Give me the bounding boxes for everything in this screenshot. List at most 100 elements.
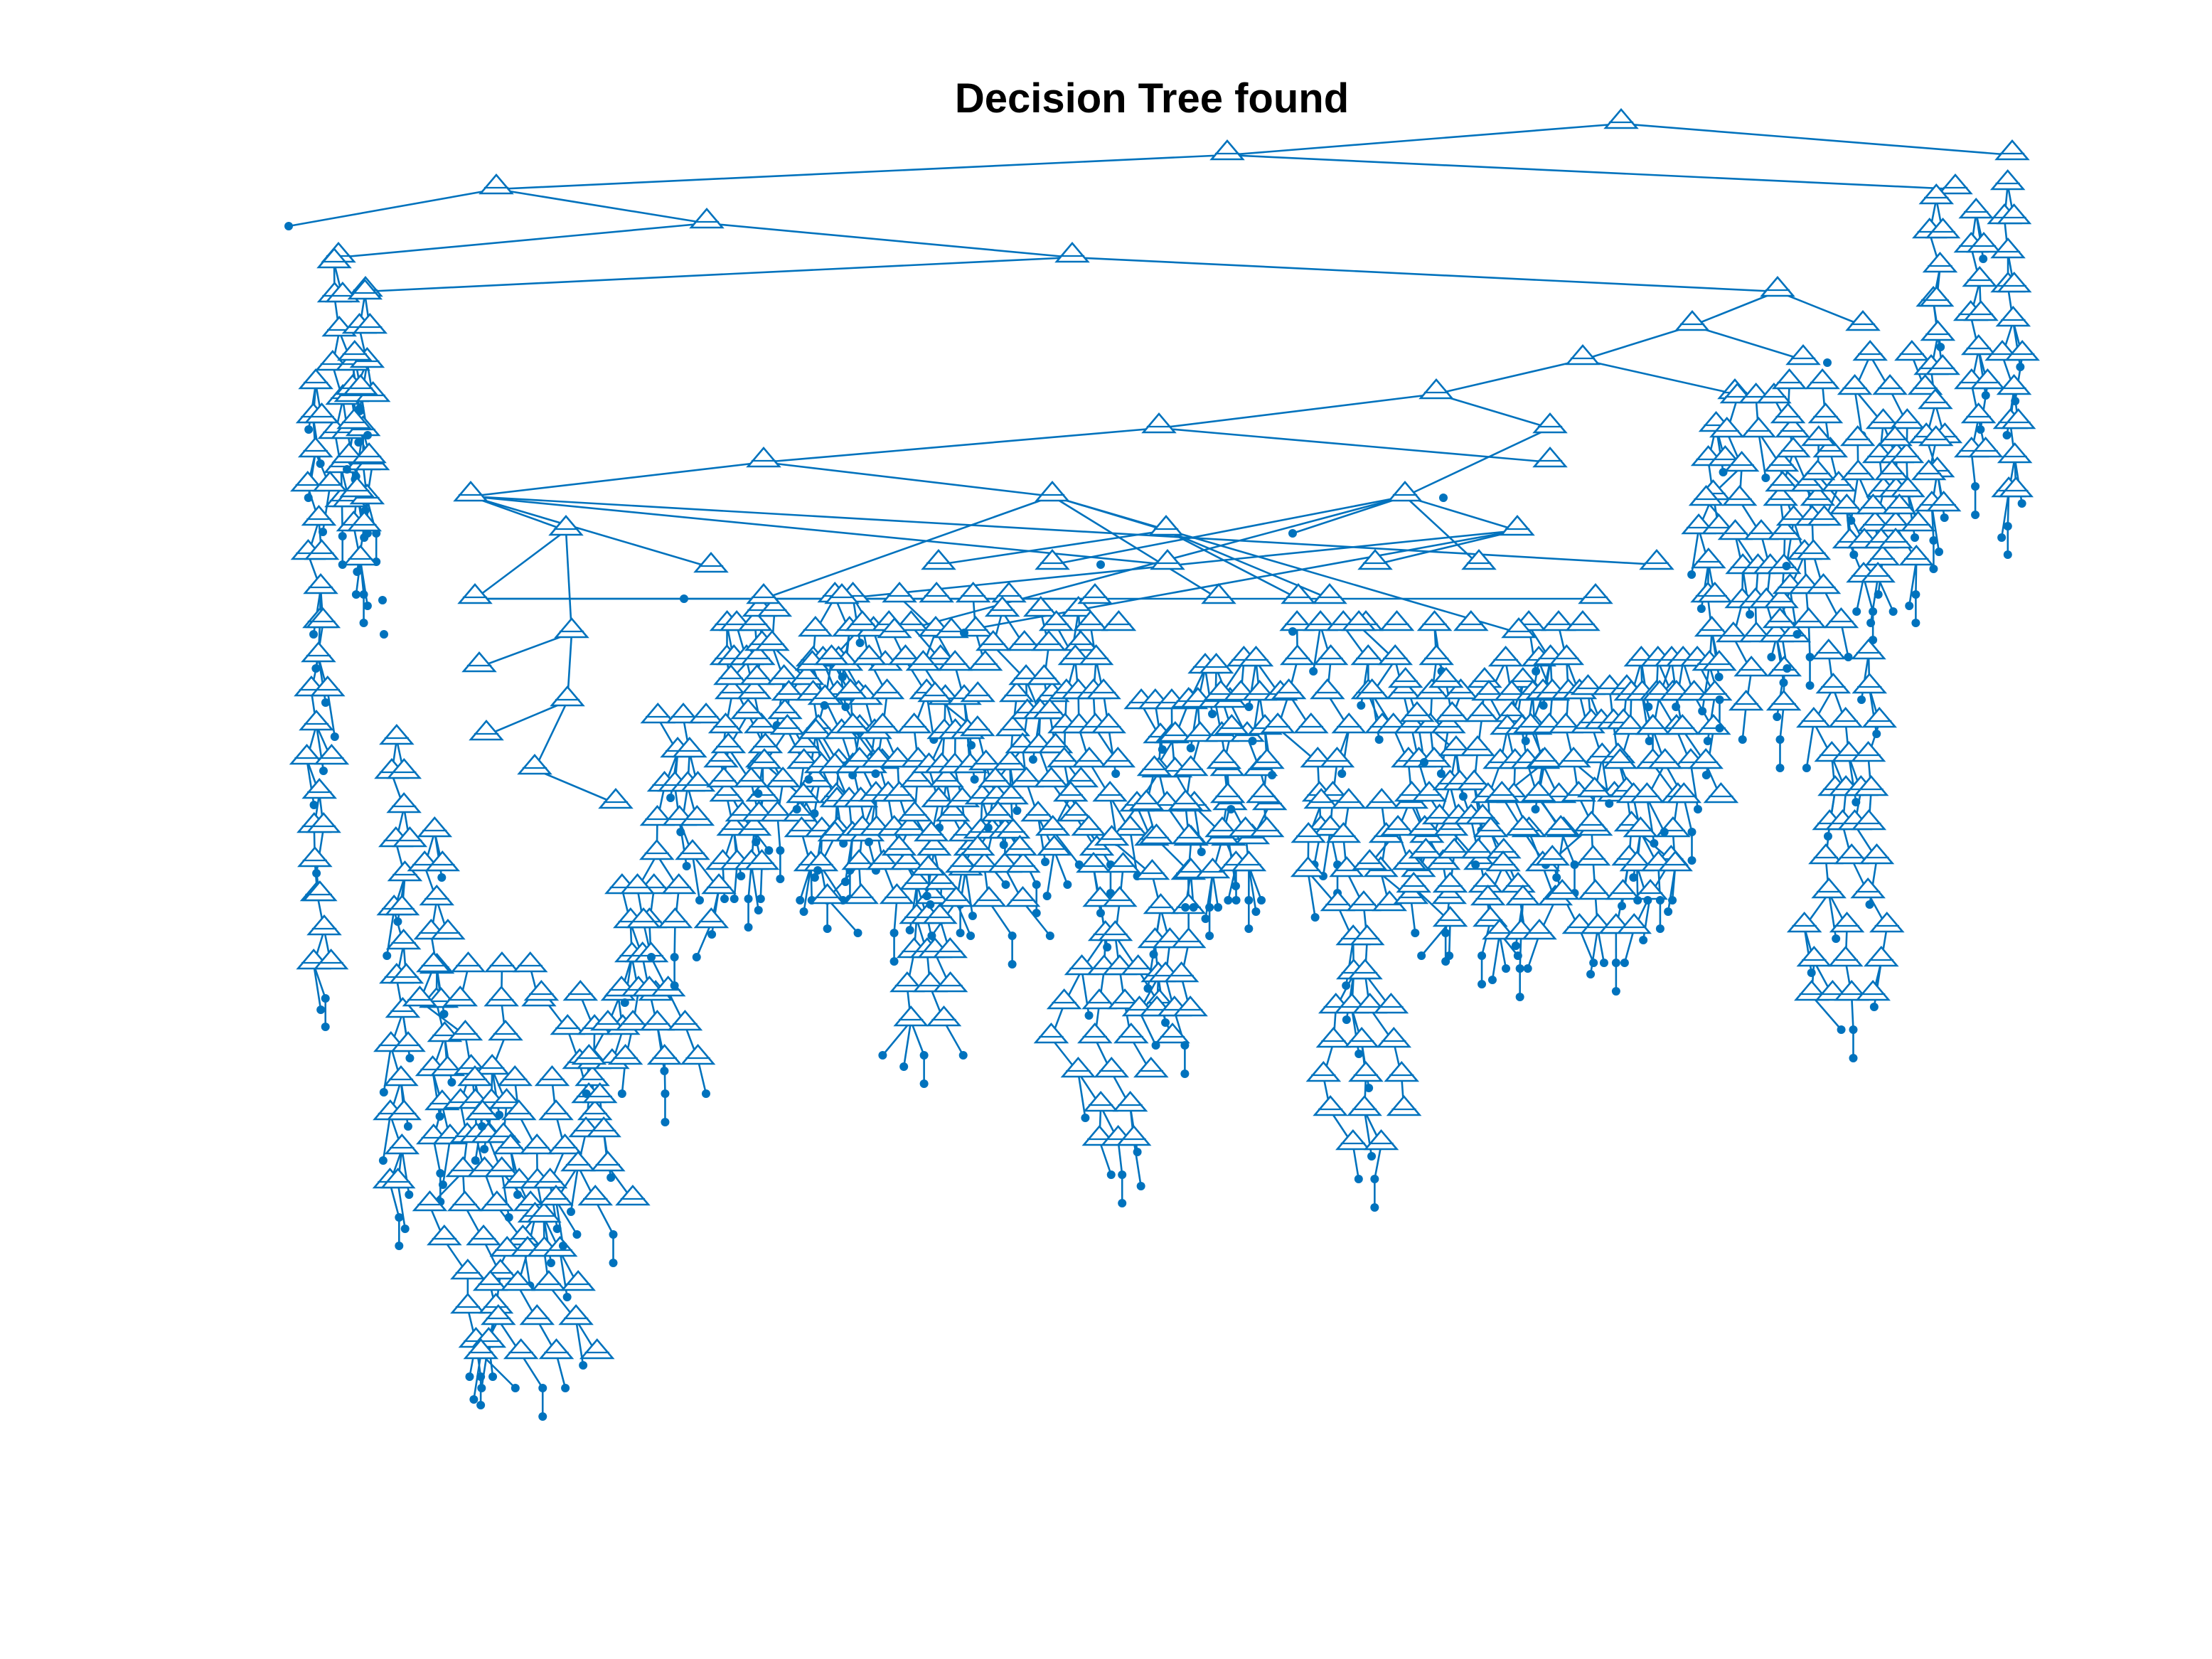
branch-node-triangle-icon [1391,848,1428,870]
branch-node-triangle-icon [1865,407,1901,430]
branch-node-triangle-icon [571,1043,607,1065]
leaf-node-dot-icon [1633,896,1642,905]
leaf-node-dot-icon [1857,695,1866,704]
leaf-node-dot-icon [1775,764,1785,772]
branch-node-triangle-icon [971,885,1007,907]
branch-node-triangle-icon [416,951,452,973]
branch-node-triangle-icon [526,1201,562,1223]
leaf-node-dot-icon [1761,474,1770,482]
branch-node-triangle-icon [639,804,675,826]
tree-edge [1623,928,1635,964]
branch-node-triangle-icon [1850,740,1886,762]
leaf-node-dot-icon [1118,1170,1127,1179]
leaf-node-dot-icon [1370,1175,1379,1183]
leaf-node-dot-icon [1084,1011,1094,1020]
leaf-node-dot-icon [1807,969,1816,977]
leaf-node-dot-icon [1103,943,1112,951]
branch-node-triangle-icon [968,749,1004,771]
branch-node-triangle-icon [1418,644,1454,666]
tree-edge [1582,358,1736,395]
branch-node-triangle-icon [481,1303,516,1325]
branch-node-triangle-icon [1635,713,1671,735]
branch-node-triangle-icon [1443,678,1479,700]
branch-node-triangle-icon [1172,995,1208,1017]
branch-node-triangle-icon [1805,572,1842,594]
leaf-node-dot-icon [562,1293,572,1301]
branch-node-triangle-icon [1347,958,1383,980]
leaf-node-dot-icon [1342,981,1351,990]
leaf-node-dot-icon [607,1173,616,1182]
leaf-node-dot-icon [469,1395,479,1404]
branch-node-triangle-icon [1811,877,1847,899]
branch-node-triangle-icon [1760,275,1795,297]
branch-node-triangle-icon [679,804,715,826]
leaf-node-dot-icon [1773,713,1782,721]
branch-node-triangle-icon [798,615,833,637]
branch-node-triangle-icon [351,442,387,464]
leaf-node-dot-icon [1719,468,1728,476]
leaf-node-dot-icon [338,560,347,569]
branch-node-triangle-icon [1800,459,1836,481]
leaf-node-dot-icon [776,846,785,855]
tree-edge [397,1183,407,1229]
branch-node-triangle-icon [1534,844,1571,866]
branch-node-triangle-icon [1888,442,1925,464]
tree-edge [1212,873,1219,908]
branch-node-triangle-icon [1666,782,1702,804]
branch-node-triangle-icon [739,663,775,686]
branch-node-triangle-icon [657,907,693,929]
leaf-node-dot-icon [1971,482,1980,491]
tree-edge [1322,830,1332,877]
branch-node-triangle-icon [1305,1060,1342,1082]
branch-node-triangle-icon [577,1184,614,1206]
branch-node-triangle-icon [1570,673,1606,695]
leaf-node-dot-icon [692,953,701,961]
branch-node-triangle-icon [1171,823,1207,845]
branch-node-triangle-icon [1331,712,1367,734]
branch-node-triangle-icon [1036,834,1072,856]
branch-node-triangle-icon [1438,735,1474,757]
leaf-node-dot-icon [1374,735,1384,744]
branch-node-triangle-icon [1143,892,1179,914]
leaf-node-dot-icon [1357,701,1366,710]
branch-node-triangle-icon [1058,800,1094,822]
branch-node-triangle-icon [1214,713,1250,735]
leaf-node-dot-icon [1445,951,1454,960]
leaf-node-dot-icon [840,877,850,886]
branch-node-triangle-icon [1807,402,1844,424]
branch-node-triangle-icon [737,678,772,700]
branch-node-triangle-icon [1344,1026,1379,1048]
leaf-node-dot-icon [359,590,368,599]
branch-node-triangle-icon [483,985,519,1007]
branch-node-triangle-icon [445,1156,481,1178]
branch-node-triangle-icon [523,979,560,1001]
leaf-node-dot-icon [1515,964,1524,973]
tree-edge [1810,995,1842,1030]
leaf-node-dot-icon [1976,425,1985,434]
branch-node-triangle-icon [640,702,676,724]
branch-node-triangle-icon [1721,484,1758,506]
branch-node-triangle-icon [693,907,730,929]
leaf-node-dot-icon [1643,896,1652,905]
leaf-node-dot-icon [435,1112,444,1121]
branch-node-triangle-icon [916,834,952,856]
tree-edge [1582,324,1693,361]
branch-node-triangle-icon [893,1005,929,1027]
leaf-node-dot-icon [1041,858,1050,866]
branch-node-triangle-icon [1701,513,1737,535]
tree-edge [763,495,1053,600]
leaf-node-dot-icon [1618,902,1627,910]
branch-node-triangle-icon [586,1116,621,1138]
leaf-node-dot-icon [660,1067,669,1075]
branch-node-triangle-icon [1487,645,1524,667]
branch-node-triangle-icon [1851,809,1887,831]
tree-edge [533,700,569,770]
branch-node-triangle-icon [746,582,781,604]
leaf-node-dot-icon [1205,903,1214,912]
branch-node-triangle-icon [1505,884,1541,906]
branch-node-triangle-icon [1060,1056,1096,1078]
branch-node-triangle-icon [1989,169,2026,191]
leaf-node-dot-icon [682,862,691,870]
branch-node-triangle-icon [615,1184,651,1206]
branch-node-triangle-icon [1543,814,1578,836]
